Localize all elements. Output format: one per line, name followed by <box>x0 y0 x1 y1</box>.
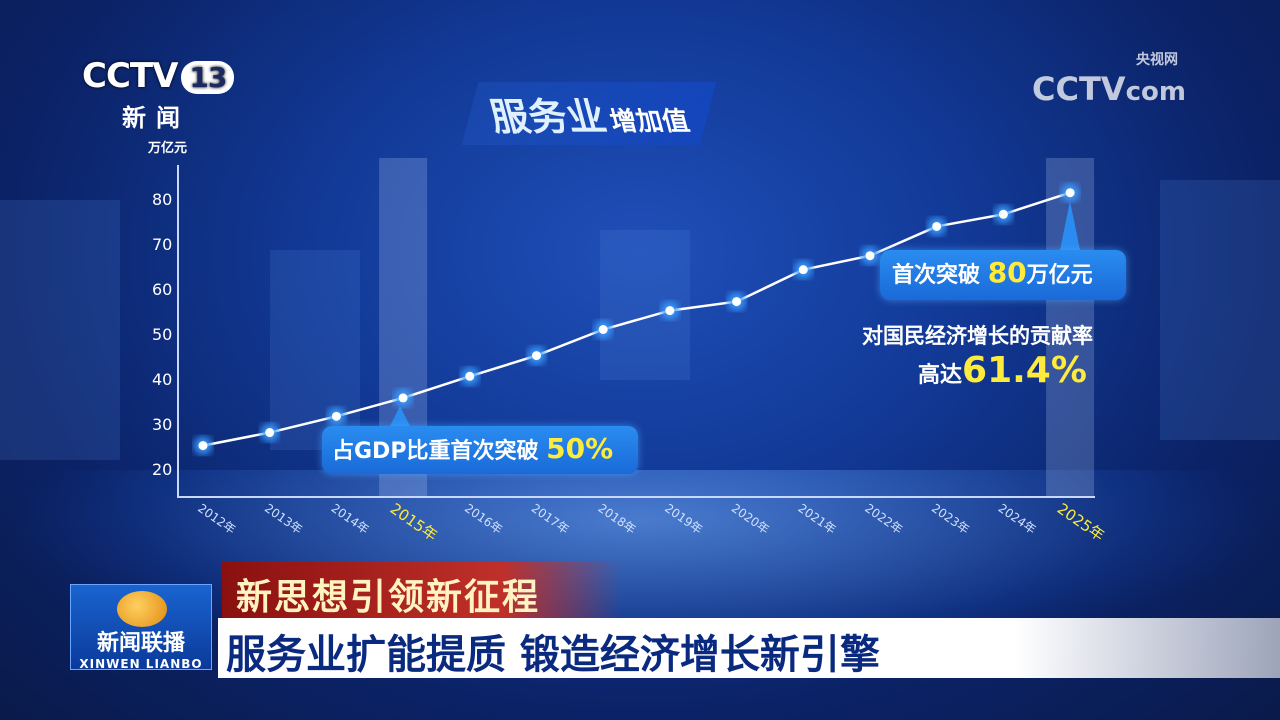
data-point <box>265 428 275 438</box>
logo-brand: CCTV <box>82 56 178 96</box>
data-point <box>532 351 541 361</box>
program-name: 新闻联播 <box>96 631 185 656</box>
data-point <box>1065 188 1075 198</box>
logo-subtitle: 新闻 <box>122 104 190 132</box>
cctv-com-watermark: CCTVcom 央视网 <box>1032 52 1186 108</box>
data-point <box>665 306 675 316</box>
x-tick-label: 2013年 <box>262 501 305 537</box>
data-point <box>998 209 1008 219</box>
x-tick-label: 2022年 <box>862 501 905 537</box>
x-tick-label: 2018年 <box>595 501 638 537</box>
callout-2015-text: 占GDP比重首次突破 <box>332 439 539 464</box>
callout-pointer <box>1060 201 1080 250</box>
series-line <box>202 191 1071 447</box>
data-point <box>331 411 341 421</box>
bg-building <box>0 200 120 460</box>
callout-2015: 占GDP比重首次突破 50% <box>322 426 638 474</box>
callout-2015-value: 50% <box>546 432 614 465</box>
contribution-prefix: 高达 <box>918 363 963 388</box>
headline-banner: 服务业扩能提质 锻造经济增长新引擎 <box>218 618 1280 678</box>
callout-2025-unit: 万亿元 <box>1026 263 1093 288</box>
bg-building <box>1160 180 1280 440</box>
x-tick-label: 2014年 <box>329 501 372 537</box>
x-tick-label: 2015年 <box>387 500 441 545</box>
contribution-label: 对国民经济增长的贡献率 <box>862 324 1093 348</box>
program-name-en: XINWEN LIANBO <box>79 657 203 671</box>
watermark-label: 央视网 <box>1136 52 1178 68</box>
y-tick-label: 60 <box>152 280 172 299</box>
watermark-suffix: com <box>1125 77 1186 107</box>
data-point <box>932 221 942 231</box>
y-tick-label: 80 <box>152 190 172 209</box>
y-tick-label: 20 <box>152 460 172 479</box>
x-tick-label: 2016年 <box>462 501 505 537</box>
data-point <box>732 297 742 307</box>
x-tick-label: 2017年 <box>529 501 572 537</box>
y-tick-label: 70 <box>152 235 172 254</box>
y-tick-label: 30 <box>152 415 172 434</box>
y-tick-label: 50 <box>152 325 172 344</box>
x-tick-label: 2024年 <box>996 501 1039 537</box>
contribution-value: 61.4% <box>962 350 1087 391</box>
data-point <box>198 441 208 451</box>
data-point <box>598 325 608 334</box>
series-banner: 新思想引领新征程 <box>222 562 622 618</box>
contribution-rate: 高达61.4% <box>918 350 1087 391</box>
stage-floor <box>0 470 1280 720</box>
x-tick-label: 2021年 <box>796 501 839 537</box>
data-point <box>865 251 875 261</box>
x-tick-label: 2012年 <box>195 501 238 537</box>
x-tick-label: 2025年 <box>1054 500 1108 545</box>
data-point <box>798 265 808 275</box>
x-tick-label: 2019年 <box>662 501 705 537</box>
axes <box>177 165 1095 498</box>
callout-2025-text: 首次突破 <box>892 263 981 288</box>
x-tick-label: 2023年 <box>929 501 972 537</box>
x-tick-label: 2020年 <box>729 501 772 537</box>
y-axis-unit: 万亿元 <box>147 140 187 156</box>
data-point <box>398 393 408 403</box>
data-point <box>465 371 475 381</box>
y-tick-label: 40 <box>152 370 172 389</box>
watermark-brand: CCTV <box>1032 70 1126 108</box>
logo-number: 13 <box>181 61 235 94</box>
cctv13-logo: CCTV 13 <box>82 56 235 96</box>
callout-2025-value: 80 <box>987 256 1027 289</box>
callout-2025: 首次突破 80万亿元 <box>880 250 1126 300</box>
callout-pointer <box>390 406 410 426</box>
globe-icon <box>117 591 167 627</box>
xinwen-lianbo-logo: 新闻联播 XINWEN LIANBO <box>70 584 212 671</box>
